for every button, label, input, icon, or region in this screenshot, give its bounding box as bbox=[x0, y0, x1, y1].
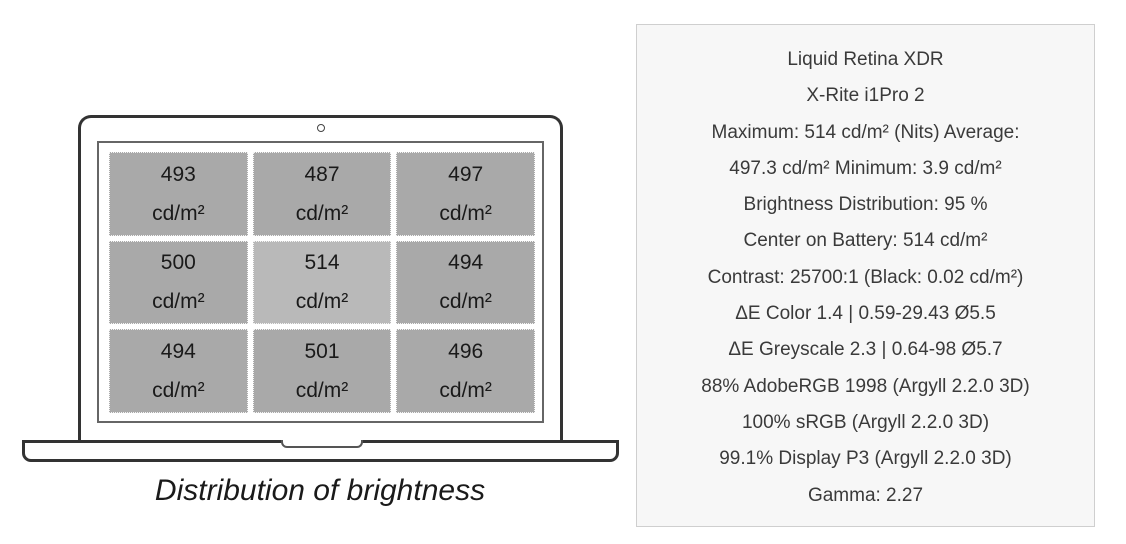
panel-name: Liquid Retina XDR bbox=[787, 49, 944, 70]
cell-value: 497 bbox=[448, 162, 484, 186]
cell-value: 514 bbox=[304, 251, 340, 275]
laptop-screen: 493 cd/m² 487 cd/m² 497 cd/m² 500 cd/m² … bbox=[97, 141, 544, 423]
brightness-cell-middle-right: 494 cd/m² bbox=[396, 240, 535, 325]
cell-unit: cd/m² bbox=[152, 290, 205, 314]
adobergb-coverage: 88% AdobeRGB 1998 (Argyll 2.2.0 3D) bbox=[701, 375, 1030, 397]
display-info-panel: Liquid Retina XDR X-Rite i1Pro 2 Maximum… bbox=[636, 24, 1095, 527]
brightness-avg-min: 497.3 cd/m² Minimum: 3.9 cd/m² bbox=[729, 157, 1002, 179]
brightness-cell-top-right: 497 cd/m² bbox=[396, 152, 535, 236]
cell-value: 493 bbox=[160, 162, 196, 186]
cell-value: 500 bbox=[160, 251, 196, 275]
brightness-cell-bottom-center: 501 cd/m² bbox=[252, 329, 392, 413]
brightness-cell-center: 514 cd/m² bbox=[252, 240, 392, 325]
display-p3-coverage: 99.1% Display P3 (Argyll 2.2.0 3D) bbox=[719, 448, 1012, 470]
brightness-cell-middle-left: 500 cd/m² bbox=[109, 240, 248, 325]
measuring-device: X-Rite i1Pro 2 bbox=[806, 85, 925, 107]
brightness-max-avg: Maximum: 514 cd/m² (Nits) Average: bbox=[711, 121, 1020, 143]
srgb-coverage: 100% sRGB (Argyll 2.2.0 3D) bbox=[741, 411, 990, 433]
laptop-illustration: 493 cd/m² 487 cd/m² 497 cd/m² 500 cd/m² … bbox=[22, 115, 619, 462]
brightness-grid: 493 cd/m² 487 cd/m² 497 cd/m² 500 cd/m² … bbox=[109, 152, 535, 413]
cell-value: 501 bbox=[304, 340, 340, 364]
gamma: Gamma: 2.27 bbox=[807, 484, 924, 506]
cell-unit: cd/m² bbox=[439, 290, 492, 314]
cell-unit: cd/m² bbox=[295, 290, 349, 314]
delta-e-color: ΔE Color 1.4 | 0.59-29.43 Ø5.5 bbox=[735, 303, 996, 325]
brightness-cell-top-left: 493 cd/m² bbox=[109, 152, 248, 236]
laptop-lid: 493 cd/m² 487 cd/m² 497 cd/m² 500 cd/m² … bbox=[78, 115, 563, 442]
cell-unit: cd/m² bbox=[152, 379, 205, 403]
distribution-caption: Distribution of brightness bbox=[154, 474, 486, 507]
webcam-icon bbox=[317, 124, 325, 132]
cell-unit: cd/m² bbox=[439, 379, 492, 403]
cell-value: 494 bbox=[160, 340, 196, 364]
center-on-battery: Center on Battery: 514 cd/m² bbox=[743, 230, 988, 252]
cell-value: 496 bbox=[448, 340, 484, 364]
delta-e-greyscale: ΔE Greyscale 2.3 | 0.64-98 Ø5.7 bbox=[728, 339, 1003, 361]
cell-unit: cd/m² bbox=[439, 201, 492, 225]
laptop-base bbox=[22, 440, 619, 462]
brightness-distribution: Brightness Distribution: 95 % bbox=[743, 194, 988, 216]
cell-unit: cd/m² bbox=[152, 201, 205, 225]
cell-unit: cd/m² bbox=[295, 379, 349, 403]
contrast: Contrast: 25700:1 (Black: 0.02 cd/m²) bbox=[707, 266, 1024, 288]
brightness-cell-bottom-right: 496 cd/m² bbox=[396, 329, 535, 413]
cell-unit: cd/m² bbox=[295, 201, 349, 225]
brightness-cell-bottom-left: 494 cd/m² bbox=[109, 329, 248, 413]
cell-value: 494 bbox=[448, 251, 484, 275]
laptop-notch bbox=[281, 440, 363, 448]
brightness-cell-top-center: 487 cd/m² bbox=[252, 152, 392, 236]
cell-value: 487 bbox=[304, 162, 340, 186]
